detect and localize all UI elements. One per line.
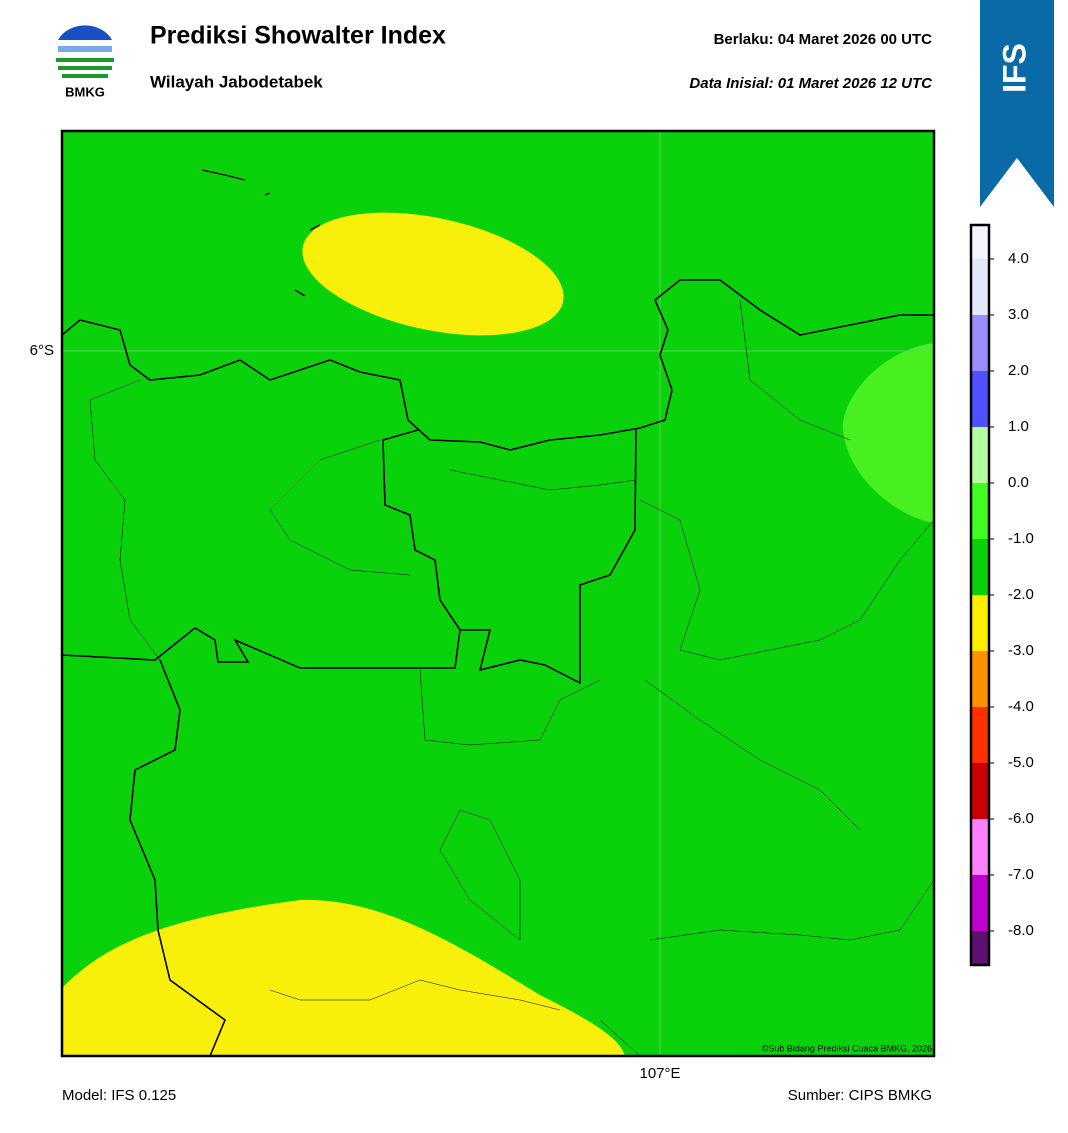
colorbar-tick-label: 3.0: [1008, 306, 1029, 323]
colorbar-tick-label: 4.0: [1008, 250, 1029, 267]
title: Prediksi Showalter Index: [150, 22, 446, 50]
island: [201, 169, 321, 297]
colorbar-tick-label: -5.0: [1008, 754, 1034, 771]
colorbar-tick-label: 2.0: [1008, 362, 1029, 379]
lon-label: 107°E: [639, 1065, 680, 1082]
coastline: [61, 279, 934, 451]
colorbar-segment: [971, 931, 989, 965]
colorbar-tick-label: 1.0: [1008, 418, 1029, 435]
colorbar-segment: [971, 539, 989, 595]
init-time: Data Inisial: 01 Maret 2026 12 UTC: [689, 75, 933, 92]
province-border: [61, 427, 637, 1057]
colorbar-segment: [971, 707, 989, 763]
colorbar-segment: [971, 819, 989, 875]
colorbar-segment: [971, 427, 989, 483]
colorbar-tick-label: -2.0: [1008, 586, 1034, 603]
subtitle: Wilayah Jabodetabek: [150, 72, 323, 91]
yellow-area: [302, 212, 564, 336]
map: ©Sub Bidang Prediksi Cuaca BMKG, 2026 6°…: [30, 129, 936, 1082]
colorbar-tick-label: -6.0: [1008, 810, 1034, 827]
regency-border: [89, 299, 935, 1057]
colorbar-segment: [971, 595, 989, 651]
colorbar-tick-label: -7.0: [1008, 866, 1034, 883]
colorbar-segment: [971, 225, 989, 259]
lat-label: 6°S: [30, 342, 54, 359]
colorbar-tick-label: -1.0: [1008, 530, 1034, 547]
source-label: Sumber: CIPS BMKG: [788, 1087, 932, 1104]
yellow-area: [62, 899, 625, 1056]
colorbar-tick-label: -4.0: [1008, 698, 1034, 715]
model-label: Model: IFS 0.125: [62, 1087, 176, 1104]
colorbar-segment: [971, 483, 989, 539]
map-frame: [60, 129, 936, 1058]
valid-time: Berlaku: 04 Maret 2026 00 UTC: [714, 31, 933, 48]
light-green-area: [842, 343, 934, 523]
colorbar-tick-label: -3.0: [1008, 642, 1034, 659]
colorbar-segment: [971, 875, 989, 931]
logo-text: BMKG: [65, 84, 105, 99]
colorbar-tick-label: 0.0: [1008, 474, 1029, 491]
credit: ©Sub Bidang Prediksi Cuaca BMKG, 2026: [762, 1043, 932, 1053]
badge-text: IFS: [996, 43, 1032, 93]
colorbar-segment: [971, 651, 989, 707]
colorbar-tick-label: -8.0: [1008, 922, 1034, 939]
logo: BMKG: [56, 25, 114, 99]
colorbar-segment: [971, 763, 989, 819]
colorbar: 4.0 3.0 2.0 1.0 0.0 -1.0 -2.0 -3.0 -4.0 -5.0 -6.0 -…: [969, 223, 1034, 967]
colorbar-segment: [971, 259, 989, 315]
colorbar-segment: [971, 315, 989, 371]
badge: IFS: [980, 0, 1054, 207]
colorbar-segment: [971, 371, 989, 427]
